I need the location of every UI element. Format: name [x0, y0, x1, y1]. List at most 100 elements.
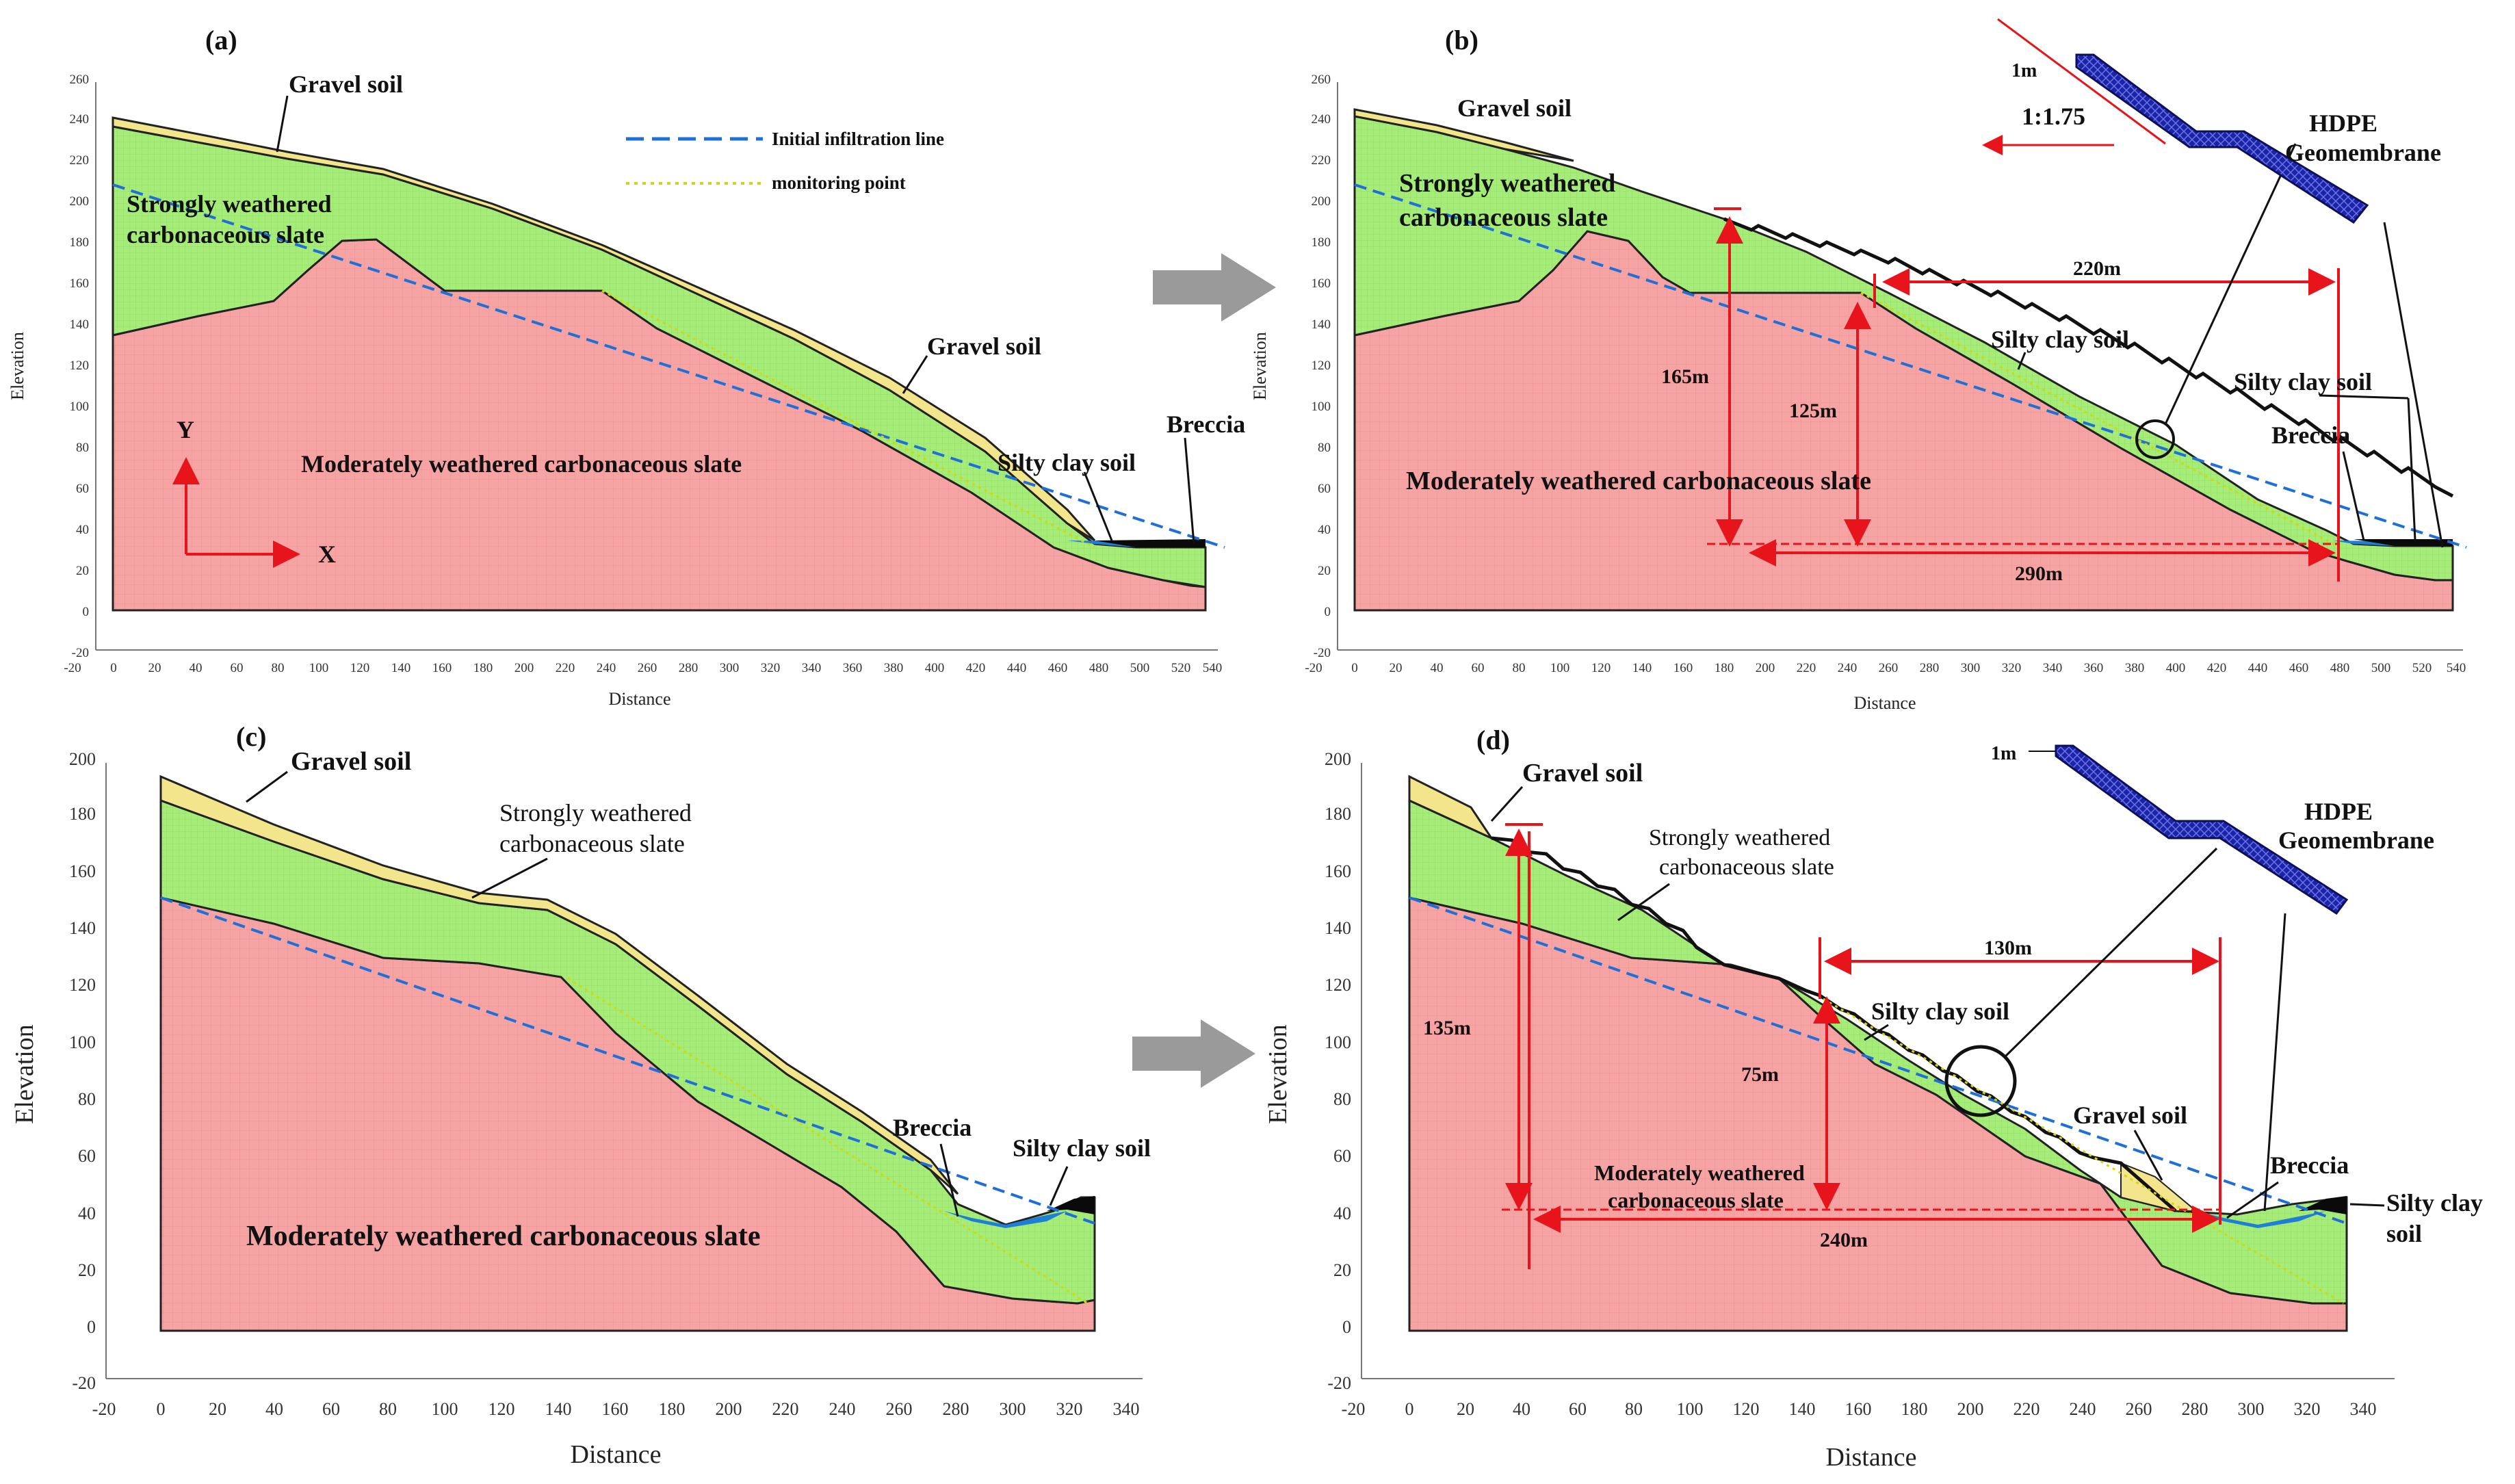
labels-c: (c) Gravel soil Strongly weathered carbo…: [236, 721, 1151, 1252]
panel-tag: (b): [1445, 25, 1478, 55]
dim-135-label: 135m: [1423, 1017, 1471, 1039]
y-tick: 20: [1318, 564, 1331, 578]
y-tick: 20: [78, 1260, 96, 1280]
x-tick: 120: [1591, 661, 1611, 675]
x-tick: 260: [1879, 661, 1899, 675]
x-tick: 480: [2330, 661, 2350, 675]
x-tick: 220: [556, 661, 575, 675]
label-gravel-soil: Gravel soil: [291, 747, 411, 776]
y-tick: 180: [70, 235, 90, 250]
section-d: 1m HDPE Geomembrane (d) Gravel soil Stro…: [1408, 725, 2483, 1332]
hdpe-label: HDPE: [2304, 798, 2373, 825]
y-tick: 120: [1325, 975, 1351, 995]
x-tick: 540: [1203, 661, 1223, 675]
label-strongly-weathered-2: carbonaceous slate: [1399, 203, 1608, 232]
x-tick: 280: [679, 661, 699, 675]
layer-gravel-soil: [1353, 108, 1574, 162]
transition-arrow-cd: [1132, 1019, 1255, 1088]
x-tick: 40: [265, 1399, 283, 1419]
x-tick: 340: [1113, 1399, 1140, 1419]
detail-circle: [2135, 419, 2175, 459]
x-tick: 340: [802, 661, 822, 675]
y-tick: 40: [78, 1203, 96, 1223]
y-tick: 40: [1333, 1203, 1351, 1223]
x-tick: 240: [829, 1399, 856, 1419]
label-silty-clay: Silty clay soil: [998, 449, 1136, 476]
y-tick: 20: [76, 564, 89, 578]
x-tick: 440: [1007, 661, 1027, 675]
monitoring-line: [1860, 291, 2341, 549]
x-tick: 0: [1405, 1399, 1414, 1419]
x-axis-label: Distance: [571, 1440, 662, 1469]
x-tick: 240: [597, 661, 616, 675]
y-tick: 120: [70, 359, 90, 373]
x-tick: 320: [2002, 661, 2022, 675]
x-tick: 80: [1625, 1399, 1643, 1419]
dimensions-d: [1502, 823, 2221, 1269]
label-silty-clay-mid: Silty clay soil: [1991, 326, 2129, 353]
y-tick: 40: [1318, 523, 1331, 537]
y-tick: 0: [1342, 1317, 1351, 1337]
x-tick: 100: [309, 661, 329, 675]
x-tick: 340: [2350, 1399, 2377, 1419]
y-tick: 160: [1325, 861, 1351, 881]
x-tick: 280: [2182, 1399, 2208, 1419]
x-tick: 360: [2084, 661, 2104, 675]
x-tick: 460: [1048, 661, 1068, 675]
x-tick: 20: [1457, 1399, 1474, 1419]
y-tick: 180: [1325, 804, 1351, 824]
label-strongly-weathered-2: carbonaceous slate: [127, 221, 324, 248]
label-moderately-weathered: Moderately weathered carbonaceous slate: [246, 1221, 761, 1252]
x-axis-label: Distance: [1854, 693, 1916, 713]
y-tick: 260: [70, 73, 90, 87]
y-tick: 220: [1312, 153, 1331, 168]
label-silty-clay-2: soil: [2386, 1220, 2422, 1247]
layer-silty-clay: [1095, 539, 1206, 547]
y-tick: 80: [76, 441, 89, 455]
x-tick: 520: [1171, 661, 1191, 675]
x-tick: 180: [659, 1399, 686, 1419]
label-strongly-weathered: Strongly weathered: [127, 190, 332, 218]
infiltration-line: [112, 183, 1225, 549]
x-tick: 420: [2207, 661, 2227, 675]
y-tick: 180: [69, 804, 96, 824]
hdpe-inset-d: 1m HDPE Geomembrane: [1991, 743, 2434, 915]
x-tick: 60: [231, 661, 244, 675]
label-gravel-soil-mid: Gravel soil: [2073, 1102, 2187, 1129]
y-tick: 60: [1333, 1146, 1351, 1166]
axes-d: -20 0 20 40 60 80 100 120 140 160 180 20…: [1264, 749, 2395, 1472]
layer-silty-clay: [2354, 539, 2453, 546]
y-tick: 100: [1312, 400, 1331, 414]
x-tick: 40: [190, 661, 203, 675]
x-tick: 160: [602, 1399, 629, 1419]
x-tick: 420: [966, 661, 986, 675]
x-tick: 260: [638, 661, 657, 675]
x-tick: 220: [1797, 661, 1816, 675]
y-axis-label: Elevation: [8, 332, 27, 400]
label-moderately-weathered: Moderately weathered carbonaceous slate: [301, 450, 742, 478]
x-tick: 500: [1130, 661, 1150, 675]
x-tick: 20: [209, 1399, 226, 1419]
y-tick: 140: [1325, 918, 1351, 938]
y-tick: 100: [1325, 1032, 1351, 1052]
label-silty-clay: Silty clay: [2386, 1189, 2483, 1216]
dim-240-label: 240m: [1820, 1229, 1868, 1251]
y-tick: 0: [1325, 605, 1331, 619]
dimensions-b: [1707, 207, 2340, 582]
hdpe-inset-b: 1m 1:1.75 HDPE Geomembrane: [1982, 18, 2441, 224]
label-strongly-weathered-2: carbonaceous slate: [1659, 855, 1834, 880]
x-tick: 100: [1677, 1399, 1704, 1419]
label-strongly-weathered: Strongly weathered: [1399, 169, 1615, 198]
axes-a: -20 0 20 40 60 80 100 120 140 160 180 20…: [8, 73, 1222, 709]
y-tick: 100: [69, 1032, 96, 1052]
y-tick: -20: [72, 1373, 96, 1393]
dim-125-label: 125m: [1789, 400, 1837, 422]
x-tick: 200: [1957, 1399, 1984, 1419]
x-tick: 400: [2166, 661, 2186, 675]
x-tick: -20: [1305, 661, 1322, 675]
x-axis-label: Distance: [609, 689, 671, 709]
y-tick: -20: [1314, 646, 1331, 660]
y-tick: 80: [1333, 1089, 1351, 1109]
x-tick: 240: [2070, 1399, 2096, 1419]
panel-d: -20 0 20 40 60 80 100 120 140 160 180 20…: [1264, 725, 2483, 1472]
